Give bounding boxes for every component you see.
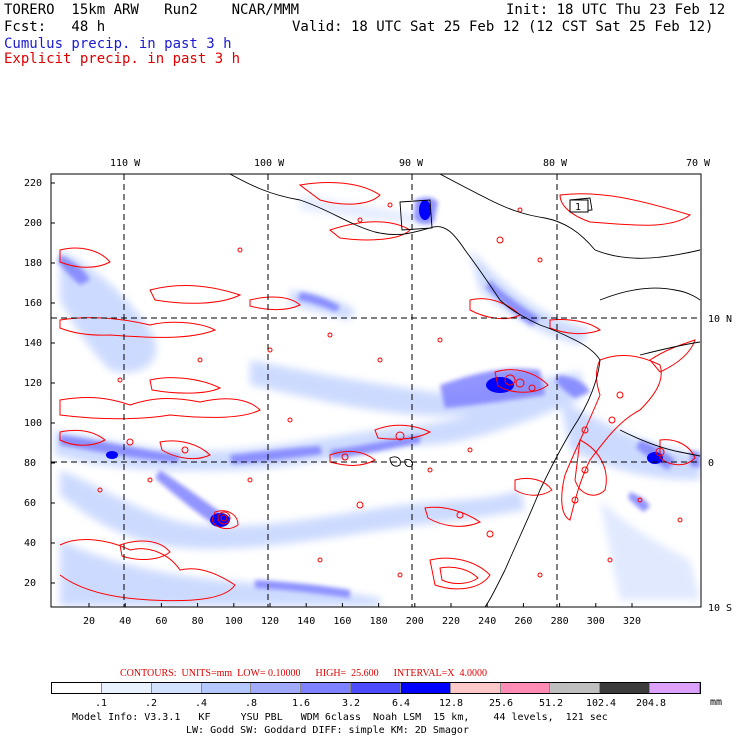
legend-swatch	[201, 683, 252, 693]
header-init-time: Init: 18 UTC Thu 23 Feb 12	[506, 2, 726, 18]
lon-label-110w: 110 W	[110, 158, 141, 169]
legend-swatch	[400, 683, 451, 693]
color-legend-bar	[51, 682, 701, 694]
tick-marks	[51, 182, 633, 607]
x-tick-label: 120	[261, 616, 279, 627]
y-tick-label: 160	[24, 298, 42, 309]
x-tick-label: 280	[551, 616, 569, 627]
legend-swatch	[151, 683, 202, 693]
x-tick-label: 40	[119, 616, 131, 627]
y-tick-label: 120	[24, 378, 42, 389]
x-tick-label: 20	[83, 616, 95, 627]
lat-label-10n: 10 N	[708, 314, 732, 325]
legend-swatch	[101, 683, 152, 693]
header-valid-time: Valid: 18 UTC Sat 25 Feb 12 (12 CST Sat …	[292, 19, 714, 35]
y-tick-label: 140	[24, 338, 42, 349]
y-tick-label: 80	[24, 458, 36, 469]
legend-swatch	[600, 683, 651, 693]
lat-label-0: 0	[708, 458, 714, 469]
x-tick-label: 160	[333, 616, 351, 627]
cumulus-precip-high	[106, 200, 663, 527]
explicit-precip-cells	[97, 202, 683, 578]
y-tick-label: 220	[24, 178, 42, 189]
legend-swatch	[650, 683, 700, 693]
legend-swatch	[301, 683, 352, 693]
legend-swatch	[550, 683, 601, 693]
legend-swatch	[52, 683, 102, 693]
x-tick-label: 100	[225, 616, 243, 627]
coastlines	[229, 174, 701, 607]
legend-swatch	[251, 683, 302, 693]
map-frame	[50, 173, 702, 608]
lat-label-10s: 10 S	[708, 603, 732, 614]
legend-swatch	[450, 683, 501, 693]
x-tick-label: 320	[623, 616, 641, 627]
contours-caption: CONTOURS: UNITS=mm LOW= 0.10000 HIGH= 25…	[120, 668, 487, 679]
x-tick-label: 240	[478, 616, 496, 627]
header-forecast-hour: Fcst: 48 h	[4, 19, 106, 35]
x-tick-label: 260	[514, 616, 532, 627]
lon-label-100w: 100 W	[254, 158, 285, 169]
model-info-line2: LW: Godd SW: Goddard DIFF: simple KM: 2D…	[186, 725, 469, 736]
x-tick-label: 60	[155, 616, 167, 627]
y-tick-label: 60	[24, 498, 36, 509]
lon-label-80w: 80 W	[543, 158, 568, 169]
lat-lon-grid	[51, 174, 701, 607]
x-tick-label: 220	[442, 616, 460, 627]
y-tick-label: 100	[24, 418, 42, 429]
legend-swatch	[500, 683, 551, 693]
lon-label-70w: 70 W	[686, 158, 711, 169]
x-tick-label: 200	[406, 616, 424, 627]
x-tick-label: 140	[297, 616, 315, 627]
highlight-box	[569, 199, 589, 213]
legend-swatch	[351, 683, 401, 693]
y-grid-ticks: 220 200 180 160 140 120 100 80 60 40 20	[24, 178, 42, 589]
x-grid-ticks: 20 40 60 80 100 120 140 160 180 200 220 240 260 280 30…	[83, 616, 641, 627]
y-tick-label: 20	[24, 578, 36, 589]
highlight-box-label: 1	[575, 202, 581, 213]
x-tick-label: 180	[370, 616, 388, 627]
header-line1-left: TORERO 15km ARW Run2 NCAR/MMM	[4, 2, 300, 18]
y-tick-label: 200	[24, 218, 42, 229]
x-tick-label: 80	[192, 616, 204, 627]
cumulus-precip-mid	[58, 197, 700, 598]
legend-explicit-title: Explicit precip. in past 3 h	[4, 51, 241, 67]
y-tick-label: 180	[24, 258, 42, 269]
model-info-line1: Model Info: V3.3.1 KF YSU PBL WDM 6class…	[72, 712, 608, 723]
legend-cumulus-title: Cumulus precip. in past 3 h	[4, 36, 232, 52]
map-fields	[51, 174, 701, 607]
y-tick-label: 40	[24, 538, 36, 549]
lon-label-90w: 90 W	[399, 158, 424, 169]
x-tick-label: 300	[587, 616, 605, 627]
